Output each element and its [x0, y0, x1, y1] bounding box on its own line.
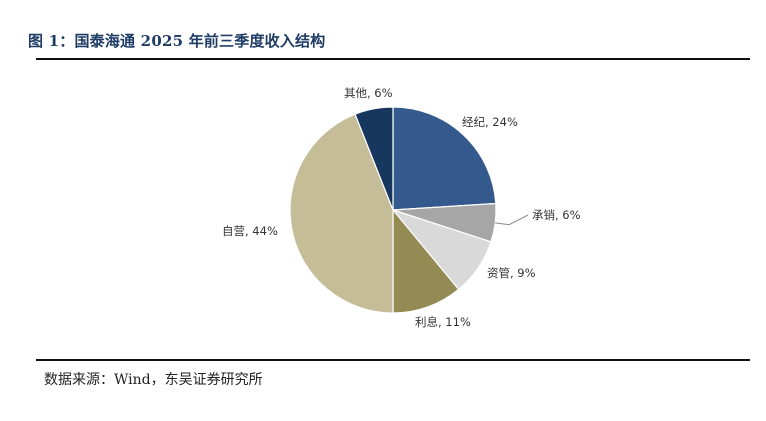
data-label-2: 承销, 6% — [532, 208, 581, 222]
data-label-3: 资管, 9% — [487, 266, 536, 280]
data-label-6: 其他, 6% — [344, 86, 393, 100]
pie-slice-5 — [289, 113, 394, 314]
data-label-1: 经纪, 24% — [462, 115, 518, 129]
pie-slice-6 — [354, 106, 394, 211]
top-divider — [36, 58, 750, 60]
bottom-divider — [36, 359, 750, 361]
data-label-4: 利息, 11% — [415, 315, 471, 329]
leader-line-2 — [495, 214, 529, 226]
source-note: 数据来源：Wind，东吴证券研究所 — [44, 372, 263, 388]
figure-title: 图 1：国泰海通 2025 年前三季度收入结构 — [28, 32, 326, 50]
pie-slice-1 — [392, 106, 497, 211]
data-label-5: 自营, 44% — [222, 224, 278, 238]
pie-slice-4 — [392, 208, 460, 314]
